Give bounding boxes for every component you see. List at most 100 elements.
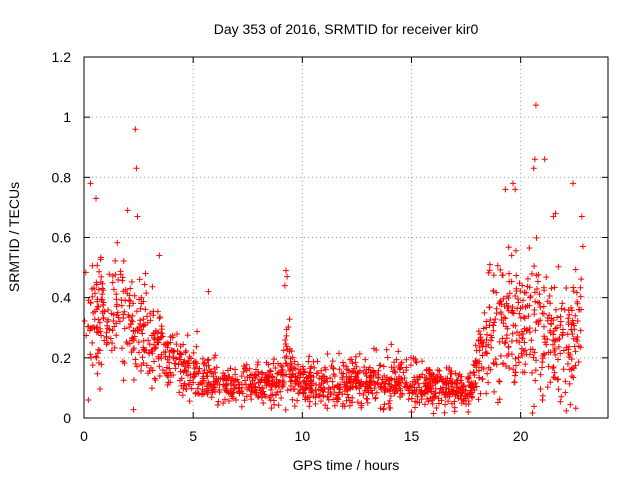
data-point [109, 272, 116, 279]
data-point [442, 401, 449, 408]
data-point [488, 334, 495, 341]
data-point [512, 369, 519, 376]
data-point [295, 390, 302, 397]
data-point [578, 213, 585, 220]
data-point [109, 279, 116, 286]
data-point [110, 317, 117, 324]
data-point [118, 297, 125, 304]
data-point [160, 341, 167, 348]
data-point [528, 337, 535, 344]
data-point [446, 377, 453, 384]
data-point [578, 276, 585, 283]
data-point [418, 396, 425, 403]
data-point [532, 327, 539, 334]
data-point [220, 400, 227, 407]
data-point [285, 324, 292, 331]
data-point [353, 377, 360, 384]
data-point [490, 288, 497, 295]
data-point [234, 376, 241, 383]
data-point [401, 383, 408, 390]
data-point [512, 186, 519, 193]
data-point [183, 386, 190, 392]
data-point [364, 399, 371, 406]
data-point [214, 401, 221, 408]
data-point [346, 397, 353, 404]
data-point [208, 394, 215, 401]
data-point [479, 343, 486, 350]
data-point [500, 314, 507, 321]
data-point [238, 388, 245, 395]
data-point [283, 332, 290, 339]
data-point [124, 290, 131, 297]
data-point [492, 315, 499, 322]
data-point [456, 371, 463, 378]
data-point [252, 375, 259, 382]
data-point [125, 314, 132, 321]
data-point [510, 180, 517, 187]
data-point [393, 376, 400, 383]
data-point [255, 379, 262, 386]
data-point [543, 274, 550, 281]
data-point [472, 342, 479, 349]
data-point [493, 305, 500, 312]
data-point [403, 379, 410, 386]
data-point [178, 360, 185, 367]
data-point [177, 368, 184, 375]
data-point [325, 384, 332, 391]
data-point [272, 364, 279, 371]
data-point [301, 368, 308, 375]
data-point [339, 359, 346, 366]
data-point [548, 321, 555, 328]
data-point [197, 379, 204, 386]
data-point [199, 381, 206, 388]
data-point [517, 288, 524, 295]
data-point [573, 336, 580, 343]
data-point [262, 377, 269, 384]
data-point [555, 263, 562, 270]
chart-title: Day 353 of 2016, SRMTID for receiver kir… [214, 21, 479, 37]
data-point [267, 386, 274, 393]
data-point [557, 350, 564, 357]
data-point [267, 397, 274, 404]
data-point [526, 245, 533, 252]
data-point [309, 380, 316, 387]
data-point [352, 353, 359, 360]
data-point [256, 384, 263, 391]
data-point [354, 370, 361, 377]
data-point [540, 303, 547, 310]
data-point [519, 282, 526, 289]
data-point [118, 302, 125, 309]
data-point [353, 363, 360, 370]
data-point [496, 378, 503, 385]
data-point [438, 397, 445, 404]
data-point [85, 396, 92, 403]
data-point [158, 333, 165, 340]
data-point [570, 320, 577, 327]
data-point [479, 352, 486, 359]
data-point [449, 379, 456, 386]
data-point [156, 363, 163, 370]
data-point [117, 271, 124, 278]
data-point [490, 272, 497, 279]
data-point [99, 291, 106, 298]
data-point [93, 354, 100, 361]
data-point [91, 285, 98, 292]
data-point [97, 254, 104, 261]
data-point [215, 398, 222, 405]
data-point [383, 346, 390, 353]
data-point [509, 303, 516, 310]
data-point [298, 383, 305, 390]
data-point [568, 356, 575, 363]
data-point [491, 360, 498, 367]
data-point [572, 266, 579, 273]
data-point [490, 359, 497, 366]
data-point [194, 328, 201, 335]
data-point [550, 331, 557, 338]
data-point [321, 364, 328, 371]
data-point [299, 363, 306, 370]
data-point [541, 333, 548, 340]
data-point [336, 350, 343, 357]
data-point [321, 386, 328, 393]
data-point [92, 353, 99, 360]
data-point [360, 380, 367, 387]
